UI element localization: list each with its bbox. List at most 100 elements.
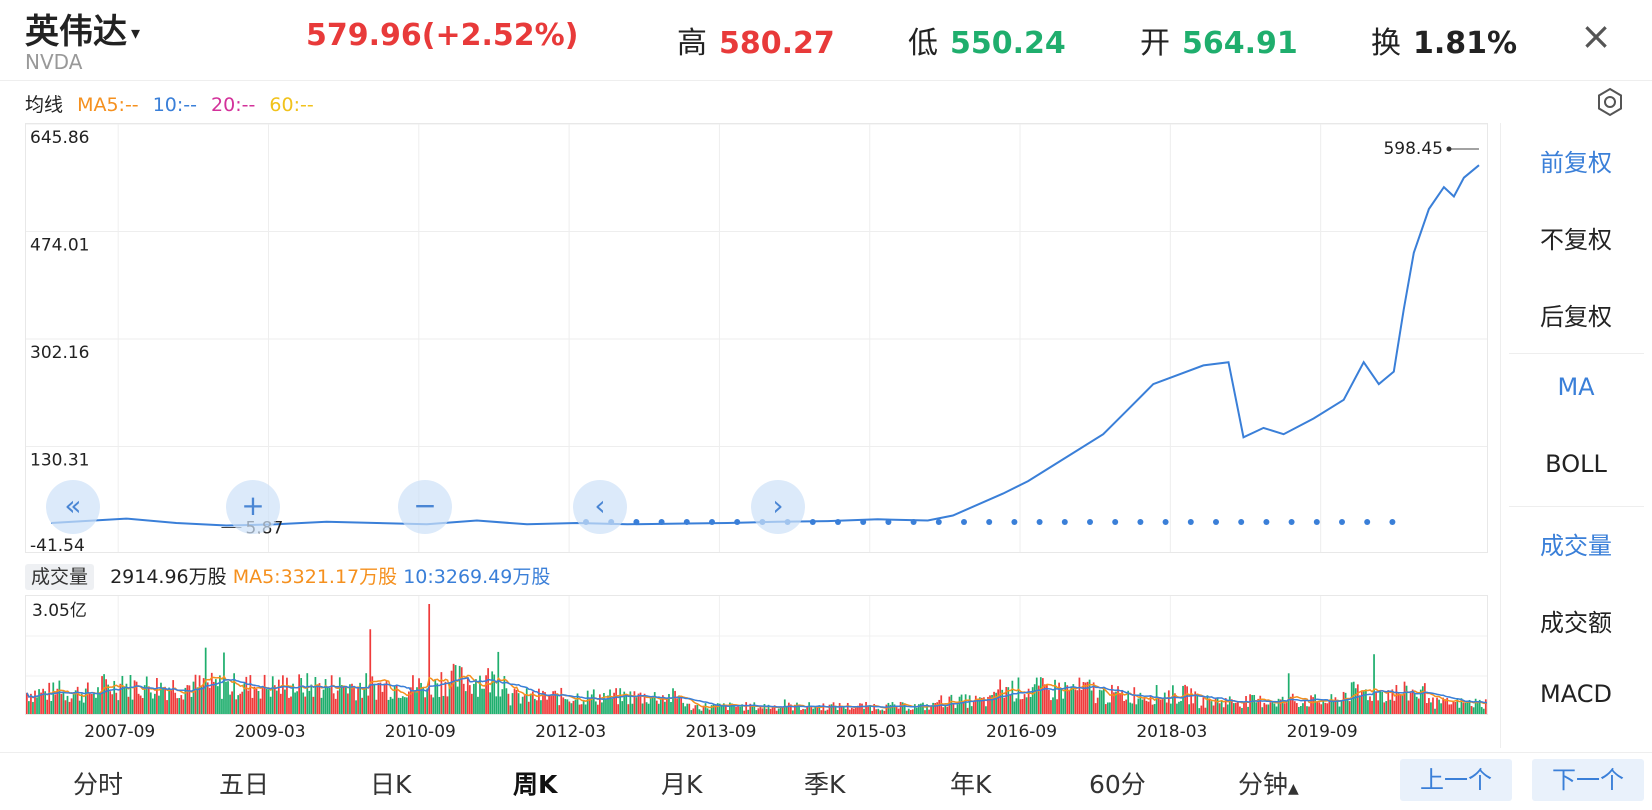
event-marker[interactable] bbox=[1137, 519, 1144, 525]
scroll-left-icon[interactable]: ‹ bbox=[573, 480, 627, 534]
volume-bar bbox=[1358, 695, 1361, 714]
tab-daily[interactable]: 日K bbox=[370, 770, 412, 799]
volume-bar bbox=[991, 694, 993, 714]
volume-bar bbox=[995, 692, 997, 714]
volume-bar bbox=[477, 696, 479, 714]
side-sub-volume[interactable]: 成交量 bbox=[1540, 532, 1612, 560]
tab-quarterly[interactable]: 季K bbox=[804, 770, 846, 799]
volume-tag[interactable]: 成交量 bbox=[25, 564, 95, 590]
volume-bar bbox=[1090, 690, 1093, 714]
event-marker[interactable] bbox=[1288, 519, 1295, 525]
side-adjust-backward[interactable]: 后复权 bbox=[1540, 303, 1612, 331]
volume-bar bbox=[466, 677, 469, 714]
volume-bar bbox=[808, 702, 811, 714]
event-marker[interactable] bbox=[734, 519, 741, 525]
event-marker[interactable] bbox=[961, 519, 967, 525]
volume-bar bbox=[1165, 702, 1168, 714]
volume-bar bbox=[1046, 684, 1048, 714]
volume-bar bbox=[1360, 690, 1363, 714]
volume-bar bbox=[739, 706, 741, 714]
volume-bar bbox=[515, 689, 518, 714]
tab-yearly[interactable]: 年K bbox=[950, 770, 992, 799]
volume-bar bbox=[1407, 700, 1410, 714]
volume-bar bbox=[424, 697, 426, 714]
volume-bar bbox=[527, 701, 530, 714]
ma-legend: 均线 MA5:-- 10:-- 20:-- 60:-- bbox=[25, 90, 322, 117]
volume-bar bbox=[889, 704, 892, 714]
event-marker[interactable] bbox=[658, 519, 665, 525]
event-marker[interactable] bbox=[986, 519, 993, 525]
volume-bar bbox=[1354, 688, 1357, 714]
tab-intraday[interactable]: 分时 bbox=[73, 770, 124, 799]
event-marker[interactable] bbox=[1112, 519, 1119, 525]
volume-bar bbox=[556, 693, 559, 714]
zoom-in-icon[interactable]: + bbox=[226, 480, 280, 534]
event-marker[interactable] bbox=[1162, 519, 1169, 525]
volume-bar bbox=[1285, 701, 1288, 714]
zoom-out-icon[interactable]: − bbox=[398, 480, 452, 534]
event-marker[interactable] bbox=[809, 519, 816, 525]
volume-bar bbox=[1190, 688, 1193, 714]
side-adjust-forward[interactable]: 前复权 bbox=[1540, 149, 1612, 177]
event-marker[interactable] bbox=[1036, 519, 1043, 525]
event-marker[interactable] bbox=[1187, 519, 1194, 525]
volume-bar bbox=[52, 682, 55, 714]
tab-minutes[interactable]: 分钟▲ bbox=[1238, 765, 1299, 801]
volume-bar bbox=[174, 692, 177, 714]
volume-bar bbox=[345, 686, 347, 714]
volume-bar bbox=[379, 682, 382, 714]
event-marker[interactable] bbox=[683, 519, 690, 525]
settings-icon[interactable] bbox=[1594, 86, 1626, 118]
event-marker[interactable] bbox=[1061, 519, 1068, 525]
volume-bar bbox=[1409, 692, 1412, 714]
prev-stock-button[interactable]: 上一个 bbox=[1400, 759, 1512, 801]
event-marker[interactable] bbox=[935, 519, 942, 525]
event-marker[interactable] bbox=[1238, 519, 1245, 525]
event-marker[interactable] bbox=[1263, 519, 1270, 525]
volume-bar bbox=[664, 701, 666, 714]
volume-bar bbox=[1387, 690, 1390, 714]
tab-monthly[interactable]: 月K bbox=[661, 770, 703, 799]
side-sub-macd[interactable]: MACD bbox=[1540, 680, 1612, 708]
volume-chart[interactable]: 3.05亿 bbox=[25, 595, 1488, 715]
volume-bar bbox=[1141, 699, 1144, 714]
next-stock-button[interactable]: 下一个 bbox=[1532, 759, 1644, 801]
side-sub-amount[interactable]: 成交额 bbox=[1540, 609, 1612, 637]
event-marker[interactable] bbox=[1011, 519, 1018, 525]
event-marker[interactable] bbox=[835, 519, 841, 525]
volume-bar bbox=[1320, 704, 1323, 714]
event-marker[interactable] bbox=[633, 519, 640, 525]
volume-bar bbox=[1212, 705, 1215, 714]
event-marker[interactable] bbox=[860, 519, 867, 525]
event-marker[interactable] bbox=[1087, 519, 1093, 525]
event-marker[interactable] bbox=[1364, 519, 1371, 525]
scroll-start-icon[interactable]: « bbox=[46, 480, 100, 534]
event-marker[interactable] bbox=[1313, 519, 1320, 525]
volume-bar bbox=[911, 709, 914, 714]
event-marker[interactable] bbox=[885, 519, 892, 525]
volume-bar bbox=[1167, 690, 1170, 714]
tab-weekly[interactable]: 周K bbox=[513, 770, 558, 799]
volume-bar bbox=[367, 695, 370, 714]
stock-name-dropdown[interactable]: 英伟达 ▾ bbox=[25, 4, 140, 53]
volume-bar bbox=[1115, 691, 1117, 714]
volume-bar bbox=[863, 708, 865, 714]
volume-bar bbox=[897, 708, 900, 714]
event-marker[interactable] bbox=[1389, 519, 1396, 525]
tab-60min[interactable]: 60分 bbox=[1089, 770, 1146, 799]
close-icon[interactable]: × bbox=[1580, 14, 1612, 58]
side-indicator-ma[interactable]: MA bbox=[1557, 373, 1595, 401]
side-indicator-boll[interactable]: BOLL bbox=[1545, 450, 1607, 478]
volume-bar bbox=[1484, 699, 1487, 714]
event-marker[interactable] bbox=[1213, 519, 1219, 525]
volume-bar bbox=[635, 697, 638, 714]
side-adjust-none[interactable]: 不复权 bbox=[1540, 226, 1612, 254]
event-marker[interactable] bbox=[709, 519, 715, 525]
volume-bar bbox=[1239, 706, 1241, 714]
tab-five-day[interactable]: 五日 bbox=[219, 770, 270, 799]
scroll-right-icon[interactable]: › bbox=[751, 480, 805, 534]
volume-bar bbox=[172, 680, 175, 714]
event-marker[interactable] bbox=[910, 519, 917, 525]
event-marker[interactable] bbox=[1339, 519, 1345, 525]
volume-bar bbox=[1005, 686, 1008, 714]
